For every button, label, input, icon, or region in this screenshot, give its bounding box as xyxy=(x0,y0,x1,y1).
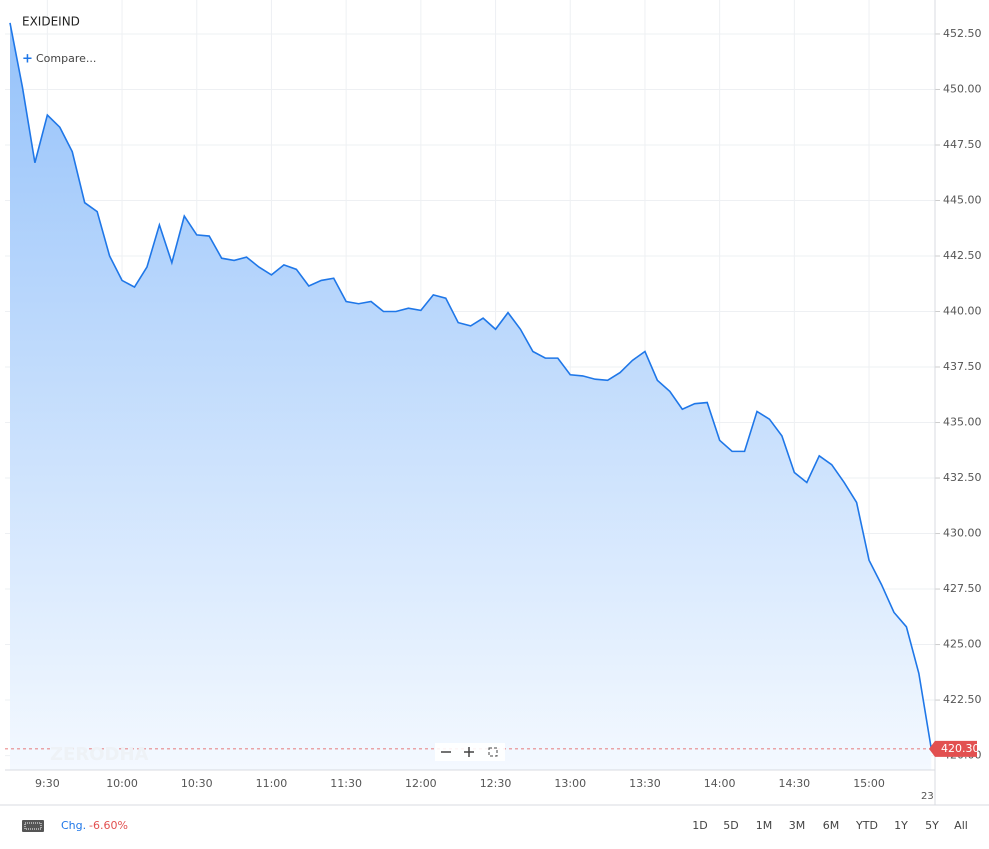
watermark: ZERODHA xyxy=(50,744,149,765)
change-value: -6.60% xyxy=(89,819,128,832)
y-tick-label: 450.00 xyxy=(943,82,982,95)
compare-button[interactable]: Compare... xyxy=(36,52,96,65)
fullscreen[interactable] xyxy=(488,747,498,757)
x-tick-label: 15:00 xyxy=(853,777,885,790)
range-button[interactable]: 5Y xyxy=(925,819,939,832)
y-tick-label: 440.00 xyxy=(943,305,982,318)
y-tick-label: 425.00 xyxy=(943,638,982,651)
x-tick-label: 14:30 xyxy=(778,777,810,790)
y-tick-label: 422.50 xyxy=(943,693,982,706)
x-tick-label: 9:30 xyxy=(35,777,60,790)
x-tick-label: 13:00 xyxy=(554,777,586,790)
x-tick-label: 12:30 xyxy=(480,777,512,790)
keyboard-keys xyxy=(24,822,42,830)
change-label: Chg. xyxy=(61,819,86,832)
x-tick-label: 11:30 xyxy=(330,777,362,790)
x-tick-label: 10:00 xyxy=(106,777,138,790)
range-button[interactable]: 1D xyxy=(692,819,707,832)
x-tick-label: 14:00 xyxy=(704,777,736,790)
x-tick-label: 13:30 xyxy=(629,777,661,790)
date-label: 23 xyxy=(921,791,934,802)
y-tick-label: 430.00 xyxy=(943,527,982,540)
y-tick-label: 442.50 xyxy=(943,249,982,262)
compare-plus[interactable]: + xyxy=(22,52,33,67)
range-button[interactable]: 1M xyxy=(756,819,773,832)
area xyxy=(10,22,932,771)
x-tick-label: 11:00 xyxy=(256,777,288,790)
y-tick-label: 435.00 xyxy=(943,416,982,429)
last-price-label: 420.30 xyxy=(941,742,980,755)
y-tick-label: 447.50 xyxy=(943,138,982,151)
x-tick-label: 12:00 xyxy=(405,777,437,790)
y-tick-label: 452.50 xyxy=(943,27,982,40)
zoom-controls xyxy=(435,743,505,761)
range-button[interactable]: 6M xyxy=(823,819,840,832)
last-price-tag xyxy=(929,740,977,757)
price-line xyxy=(9,22,933,750)
keyboard-icon[interactable] xyxy=(22,820,44,832)
range-button[interactable]: 3M xyxy=(789,819,806,832)
range-button[interactable]: 5D xyxy=(723,819,738,832)
y-tick-label: 432.50 xyxy=(943,471,982,484)
symbol: EXIDEIND xyxy=(22,15,80,29)
x-tick-label: 10:30 xyxy=(181,777,213,790)
range-buttons: 1D 5D 1M 3M 6M YTD 1Y 5Y All xyxy=(692,819,968,832)
y-tick-label: 437.50 xyxy=(943,360,982,373)
y-tick-label: 427.50 xyxy=(943,582,982,595)
range-button[interactable]: All xyxy=(954,819,968,832)
range-button[interactable]: 1Y xyxy=(894,819,908,832)
y-tick-label: 445.00 xyxy=(943,193,982,206)
range-button[interactable]: YTD xyxy=(855,819,878,832)
